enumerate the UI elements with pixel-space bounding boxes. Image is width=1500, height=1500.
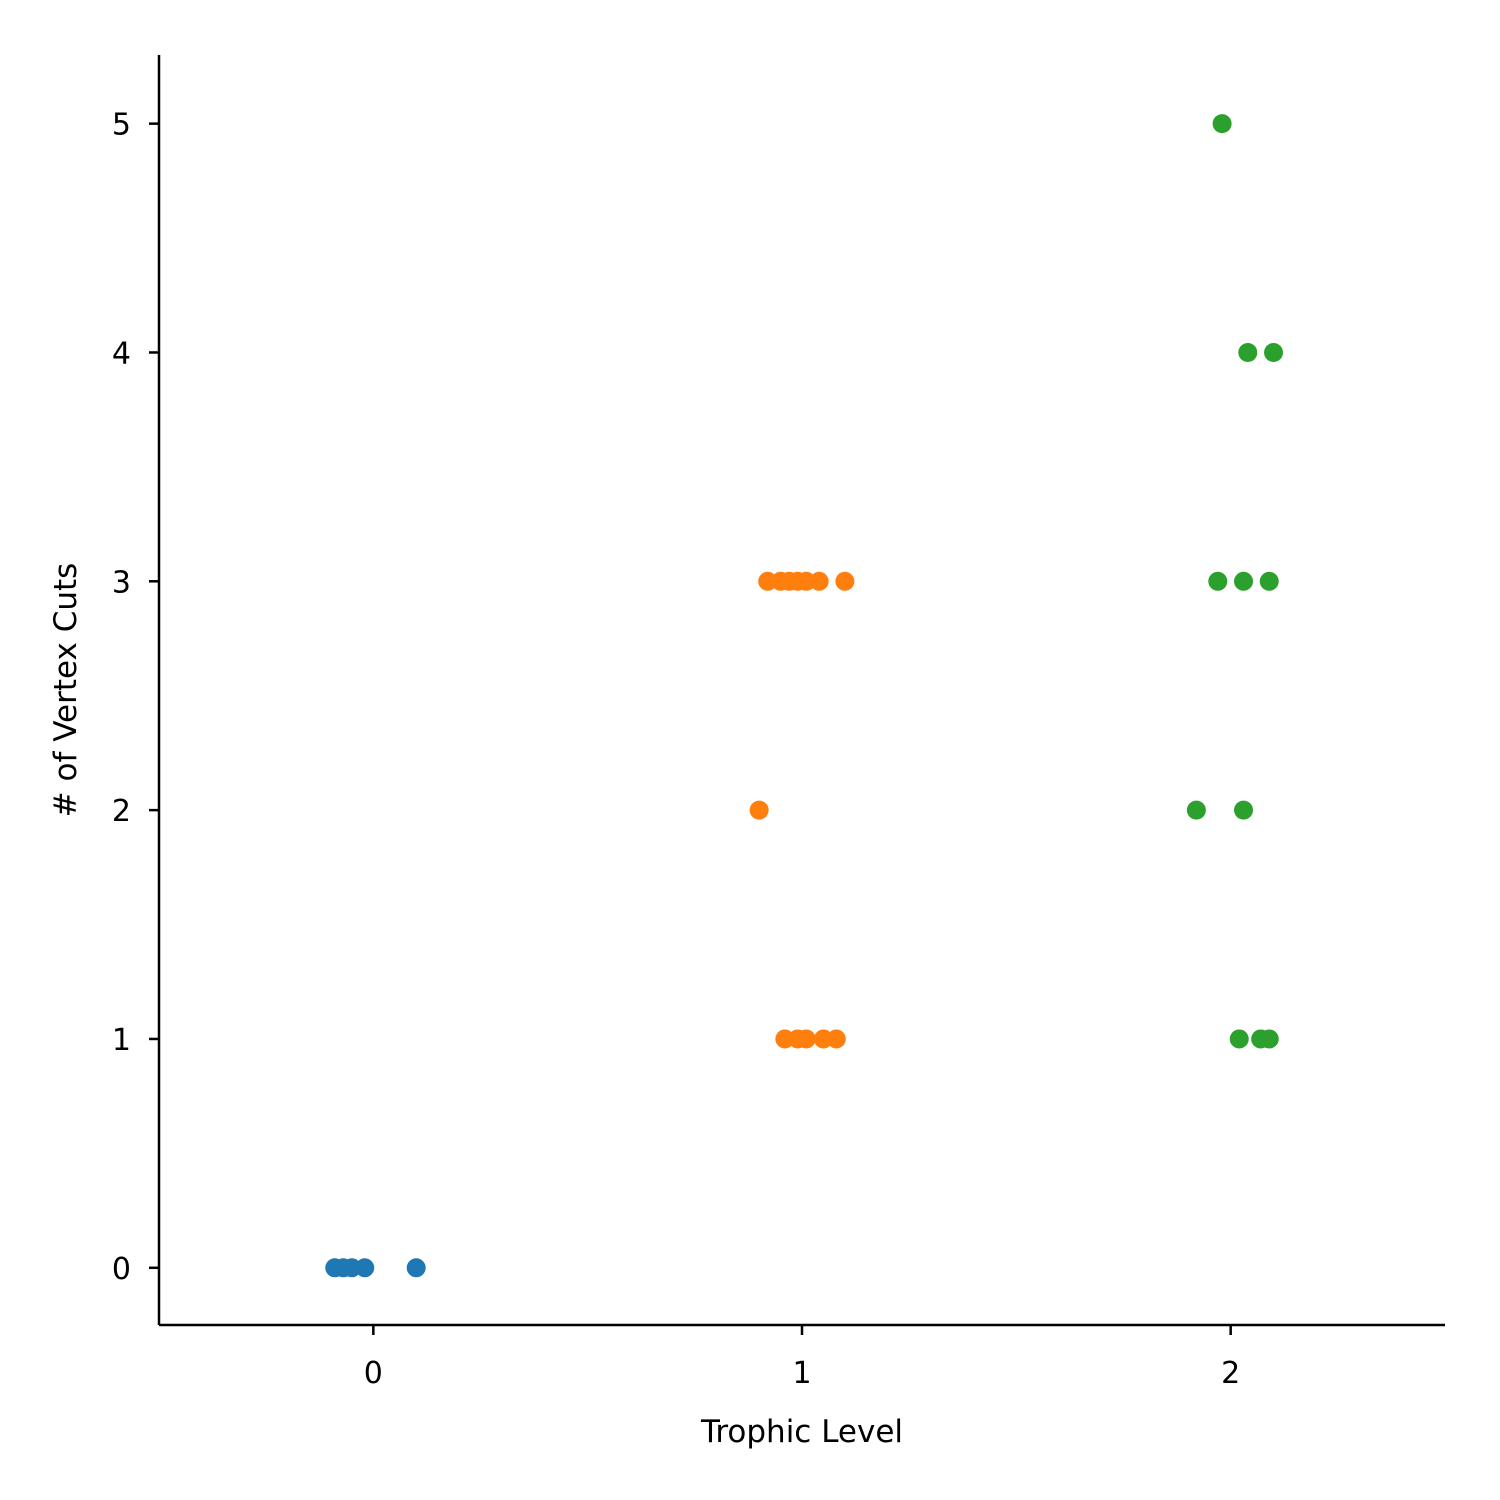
y-tick-label: 3 [112,565,131,600]
data-point-series-2 [1229,1029,1249,1049]
x-tick-label: 0 [364,1356,383,1391]
x-tick-label: 2 [1221,1356,1240,1391]
y-tick-label: 5 [112,108,131,143]
x-tick-label: 1 [792,1356,811,1391]
data-point-series-0 [406,1258,426,1278]
data-point-series-0 [355,1258,375,1278]
y-tick-label: 2 [112,794,131,829]
data-point-series-1 [749,800,769,820]
data-point-series-1 [826,1029,846,1049]
data-point-series-2 [1234,571,1254,591]
data-point-series-2 [1259,1029,1279,1049]
data-points [325,114,1284,1278]
y-tick-label: 1 [112,1023,131,1058]
data-point-series-2 [1234,800,1254,820]
y-tick-label: 0 [112,1252,131,1287]
data-point-series-1 [835,571,855,591]
data-point-series-1 [809,571,829,591]
data-point-series-1 [796,1029,816,1049]
data-point-series-2 [1264,342,1284,362]
axes [157,55,1445,1327]
data-point-series-2 [1259,571,1279,591]
data-point-series-2 [1186,800,1206,820]
data-point-series-2 [1212,114,1232,134]
data-point-series-2 [1208,571,1228,591]
data-point-series-2 [1238,342,1258,362]
x-axis-label: Trophic Level [700,1414,903,1450]
y-tick-label: 4 [112,336,131,371]
ticks: 0 1 2 0 1 2 3 4 5 [112,108,1240,1391]
y-axis-label: # of Vertex Cuts [48,563,84,818]
